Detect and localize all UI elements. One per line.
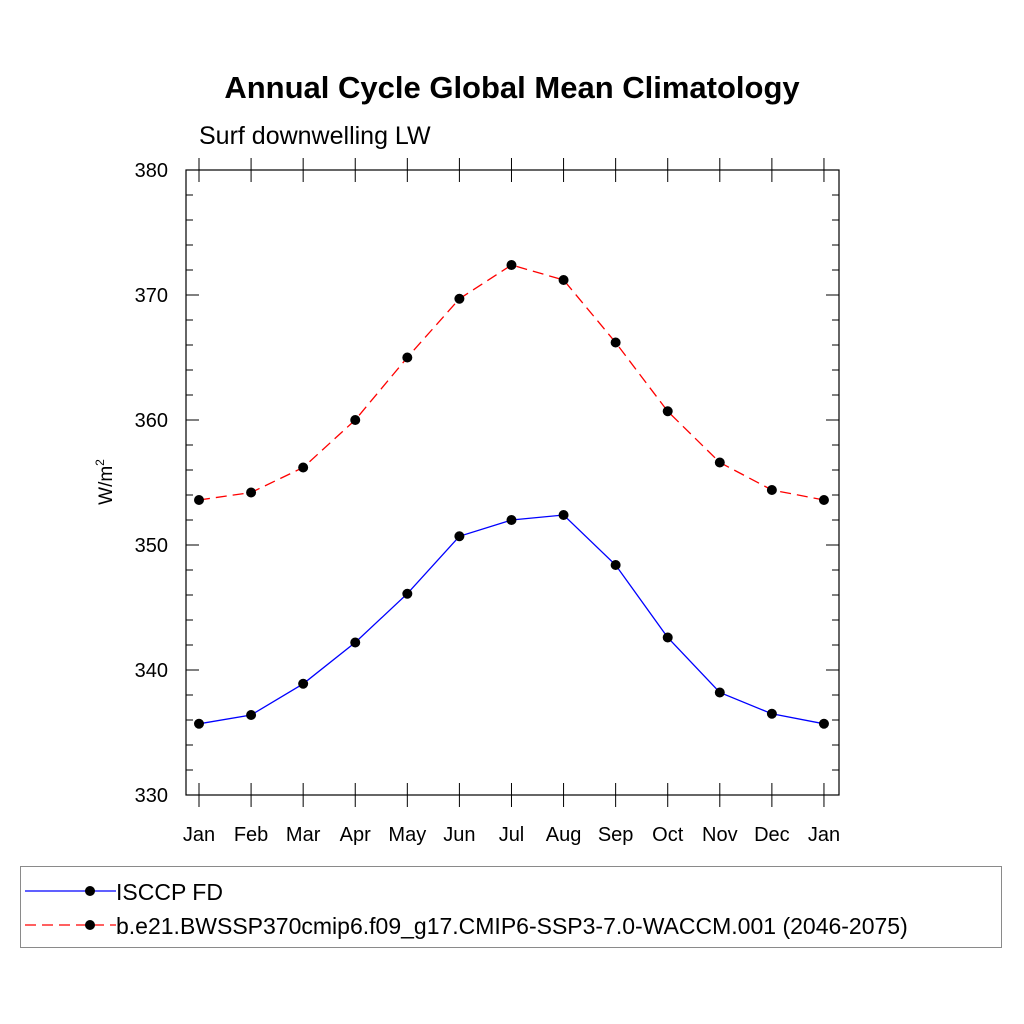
legend-entry-isccp: ISCCP FD: [21, 873, 1001, 909]
data-point: [610, 337, 621, 348]
axes-group: 330 340 350 360 370 380 Jan Feb Mar Apr May Jun Jul A…: [135, 158, 840, 846]
x-tick-label: Nov: [702, 824, 738, 846]
plot-area-frame: [185, 169, 840, 796]
data-point: [298, 678, 309, 689]
y-tick-label: 350: [135, 535, 168, 557]
series-line-1: [198, 264, 825, 501]
series-layer: [194, 260, 829, 729]
y-tick-label: 330: [135, 785, 168, 807]
y-tick-label: 380: [135, 160, 168, 182]
data-point: [298, 462, 309, 473]
legend-key-waccm: [25, 920, 116, 930]
series-line-0: [198, 514, 825, 725]
chart-subtitle: Surf downwelling LW: [199, 122, 431, 150]
data-point: [766, 708, 777, 719]
data-point: [402, 588, 413, 599]
data-point: [610, 560, 621, 570]
data-point: [558, 275, 569, 285]
data-point: [506, 515, 517, 525]
y-tick-label: 340: [135, 660, 168, 682]
data-point: [402, 352, 413, 363]
legend: ISCCP FD b.e21.BWSSP370cmip6.f09_g17.CMI…: [20, 866, 1002, 948]
data-point: [454, 531, 465, 542]
x-tick-label: Sep: [598, 824, 634, 846]
data-point: [818, 718, 829, 729]
data-point: [246, 710, 257, 720]
x-tick-label: Dec: [754, 824, 790, 846]
x-tick-label: Jan: [183, 824, 215, 846]
legend-label-isccp: ISCCP FD: [116, 879, 223, 905]
data-point: [350, 637, 361, 648]
x-tick-label: Jun: [443, 824, 475, 846]
legend-entry-waccm: b.e21.BWSSP370cmip6.f09_g17.CMIP6-SSP3-7…: [21, 907, 1001, 943]
data-point: [246, 487, 257, 498]
data-point: [714, 457, 725, 468]
data-point: [194, 495, 204, 505]
legend-key-isccp: [25, 886, 116, 896]
legend-label-waccm: b.e21.BWSSP370cmip6.f09_g17.CMIP6-SSP3-7…: [116, 913, 908, 939]
x-tick-label: Apr: [340, 824, 371, 846]
data-point: [714, 687, 725, 698]
x-tick-label: Aug: [546, 824, 582, 846]
y-tick-label: 360: [135, 410, 168, 432]
data-point: [662, 632, 673, 643]
chart-title: Annual Cycle Global Mean Climatology: [224, 70, 800, 105]
data-point: [454, 293, 465, 304]
data-point: [350, 415, 361, 425]
x-tick-label: Jul: [499, 824, 525, 846]
data-point: [558, 510, 569, 520]
data-point: [506, 260, 517, 270]
x-tick-label: Feb: [234, 824, 268, 846]
data-point: [766, 485, 777, 495]
data-point: [818, 495, 829, 505]
x-tick-label: Mar: [286, 824, 321, 846]
data-point: [662, 406, 673, 417]
y-tick-label: 370: [135, 285, 168, 307]
x-tick-label: Jan: [808, 824, 840, 846]
x-tick-label: Oct: [652, 824, 684, 846]
x-tick-label: May: [388, 824, 426, 846]
data-point: [194, 718, 204, 729]
y-axis-label: W/m2: [93, 459, 117, 505]
